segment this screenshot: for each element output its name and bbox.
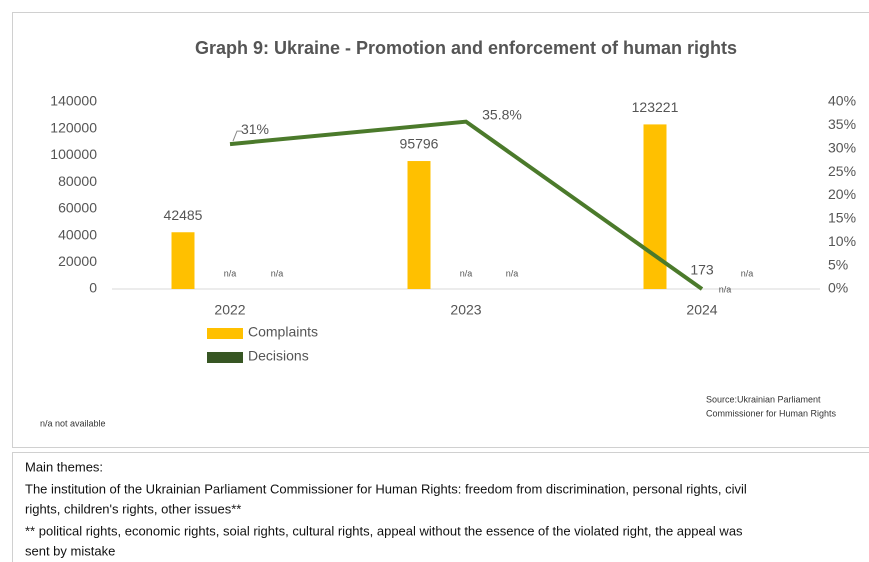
annotation: n/a: [506, 268, 519, 278]
y2-tick-label: 15%: [828, 210, 856, 226]
text-line: The institution of the Ukrainian Parliam…: [25, 481, 747, 496]
bar: [643, 124, 667, 289]
data-label: 123221: [632, 99, 679, 115]
y2-tick-label: 10%: [828, 233, 856, 249]
y-tick-label: 60000: [58, 200, 97, 216]
y2-tick-label: 40%: [828, 93, 856, 109]
annotation: n/a: [741, 268, 754, 278]
chart-title: Graph 9: Ukraine - Promotion and enforce…: [195, 38, 737, 58]
data-label: 31%: [241, 121, 269, 137]
legend-label: Complaints: [248, 324, 318, 340]
x-tick-label: 2023: [450, 302, 481, 318]
y-tick-label: 20000: [58, 253, 97, 269]
y-tick-label: 120000: [50, 119, 97, 135]
text-line: rights, children's rights, other issues*…: [25, 501, 241, 516]
text-border: [12, 452, 869, 562]
y-tick-label: 80000: [58, 173, 97, 189]
annotation: n/a: [271, 268, 284, 278]
note: n/a not available: [40, 418, 106, 428]
annotation: n/a: [719, 284, 732, 294]
x-tick-label: 2022: [214, 302, 245, 318]
bar: [171, 232, 195, 289]
x-tick-label: 2024: [686, 302, 717, 318]
line: [229, 119, 704, 291]
y-tick-label: 40000: [58, 226, 97, 242]
y2-tick-label: 20%: [828, 186, 856, 202]
y2-tick-label: 25%: [828, 163, 856, 179]
y2-tick-label: 35%: [828, 116, 856, 132]
leader-line: [232, 130, 242, 142]
legend-label: Decisions: [248, 348, 309, 364]
bar: [407, 161, 431, 289]
source: Source:Ukrainian Parliament: [706, 394, 821, 404]
chart-border: [12, 12, 869, 448]
y-tick-label: 0: [89, 280, 97, 296]
y2-tick-label: 5%: [828, 256, 848, 272]
annotation: n/a: [460, 268, 473, 278]
y-tick-label: 100000: [50, 146, 97, 162]
y2-tick-label: 0%: [828, 280, 848, 296]
legend-swatch: [207, 352, 243, 363]
y2-tick-label: 30%: [828, 139, 856, 155]
text-line: Main themes:: [25, 459, 103, 474]
legend-swatch: [207, 328, 243, 339]
source: Commissioner for Human Rights: [706, 408, 837, 418]
y-tick-label: 140000: [50, 93, 97, 109]
data-label: 95796: [400, 136, 439, 152]
text-line: ** political rights, economic rights, so…: [25, 523, 743, 538]
data-label: 35.8%: [482, 106, 522, 122]
data-label: 173: [690, 262, 714, 278]
text-line: sent by mistake: [25, 543, 115, 558]
data-label: 42485: [164, 207, 203, 223]
annotation: n/a: [224, 268, 237, 278]
